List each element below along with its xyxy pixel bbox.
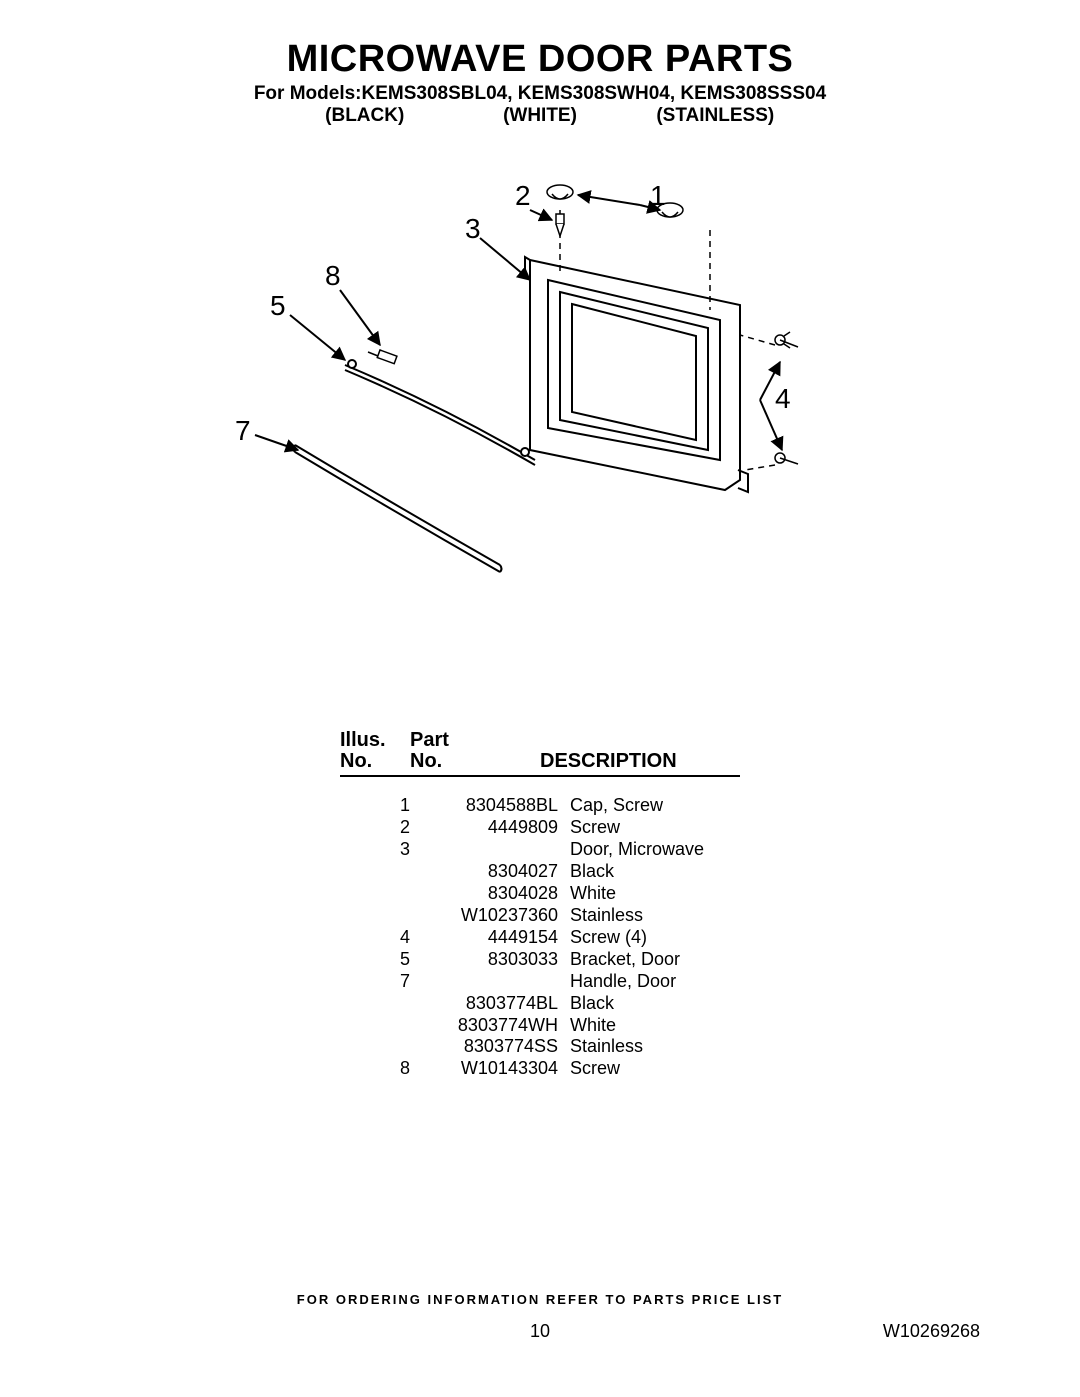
cell-part: 4449154 [428, 927, 570, 949]
cell-desc: White [570, 883, 740, 905]
th-illus-bot: No. [340, 750, 372, 772]
cell-part: 8304028 [428, 883, 570, 905]
table-row: 8303774BLBlack [340, 993, 740, 1015]
callout-7: 7 [235, 415, 251, 446]
table-row: 8303774WHWhite [340, 1015, 740, 1037]
cell-part: 8303774BL [428, 993, 570, 1015]
cell-part: W10237360 [428, 905, 570, 927]
header-block: MICROWAVE DOOR PARTS For Models:KEMS308S… [0, 0, 1080, 127]
cell-part: 8303774WH [428, 1015, 570, 1037]
table-row: 8304028White [340, 883, 740, 905]
cell-illus: 4 [340, 927, 428, 949]
cell-part [428, 971, 570, 993]
page: MICROWAVE DOOR PARTS For Models:KEMS308S… [0, 0, 1080, 1397]
parts-table-body: 18304588BLCap, Screw24449809Screw3Door, … [340, 795, 740, 1080]
table-row: W10237360Stainless [340, 905, 740, 927]
footer-note: FOR ORDERING INFORMATION REFER TO PARTS … [0, 1292, 1080, 1307]
table-row: 8W10143304Screw [340, 1058, 740, 1080]
exploded-diagram: 1 2 3 4 5 7 8 [180, 150, 900, 600]
table-row: 8304027Black [340, 861, 740, 883]
cell-desc: Bracket, Door [570, 949, 740, 971]
cell-illus [340, 883, 428, 905]
th-illus-top: Illus. [340, 729, 386, 751]
cell-part [428, 839, 570, 861]
th-part-bot: No. [410, 750, 442, 772]
callout-3: 3 [465, 213, 481, 244]
cell-desc: Black [570, 861, 740, 883]
color-black: (BLACK) [280, 105, 450, 127]
table-row: 24449809Screw [340, 817, 740, 839]
table-row: 8303774SSStainless [340, 1036, 740, 1058]
cell-desc: Black [570, 993, 740, 1015]
cell-illus: 7 [340, 971, 428, 993]
cell-desc: Handle, Door [570, 971, 740, 993]
cell-desc: Stainless [570, 1036, 740, 1058]
callout-4: 4 [775, 383, 791, 414]
cell-part: 8303774SS [428, 1036, 570, 1058]
cell-part: W10143304 [428, 1058, 570, 1080]
cell-part: 8304588BL [428, 795, 570, 817]
cell-illus [340, 1015, 428, 1037]
table-row: 18304588BLCap, Screw [340, 795, 740, 817]
cell-illus [340, 905, 428, 927]
cell-part: 8304027 [428, 861, 570, 883]
colors-line: (BLACK) (WHITE) (STAINLESS) [0, 105, 1080, 127]
callout-5: 5 [270, 290, 286, 321]
cell-illus [340, 993, 428, 1015]
cell-illus: 1 [340, 795, 428, 817]
parts-table-header: Illus. No. Part No. DESCRIPTION [340, 730, 740, 777]
cell-illus: 5 [340, 949, 428, 971]
page-title: MICROWAVE DOOR PARTS [0, 38, 1080, 81]
color-white: (WHITE) [455, 105, 625, 127]
cell-desc: Cap, Screw [570, 795, 740, 817]
cell-part: 8303033 [428, 949, 570, 971]
cell-desc: Door, Microwave [570, 839, 740, 861]
callout-2: 2 [515, 180, 531, 211]
cell-desc: Screw [570, 1058, 740, 1080]
models-line: For Models:KEMS308SBL04, KEMS308SWH04, K… [0, 83, 1080, 105]
cell-illus [340, 1036, 428, 1058]
document-id: W10269268 [883, 1321, 980, 1342]
cell-illus: 8 [340, 1058, 428, 1080]
table-row: 44449154Screw (4) [340, 927, 740, 949]
callout-1: 1 [650, 180, 666, 211]
cell-illus: 2 [340, 817, 428, 839]
table-row: 3 Door, Microwave [340, 839, 740, 861]
parts-table: Illus. No. Part No. DESCRIPTION 18304588… [340, 730, 740, 1080]
cell-desc: Stainless [570, 905, 740, 927]
table-row: 58303033Bracket, Door [340, 949, 740, 971]
models-prefix: For Models: [254, 83, 362, 104]
models-list: KEMS308SBL04, KEMS308SWH04, KEMS308SSS04 [362, 83, 827, 104]
cell-illus [340, 861, 428, 883]
th-desc: DESCRIPTION [540, 750, 677, 772]
table-row: 7 Handle, Door [340, 971, 740, 993]
callout-8: 8 [325, 260, 341, 291]
cell-illus: 3 [340, 839, 428, 861]
cell-part: 4449809 [428, 817, 570, 839]
cell-desc: White [570, 1015, 740, 1037]
cell-desc: Screw [570, 817, 740, 839]
cell-desc: Screw (4) [570, 927, 740, 949]
color-stainless: (STAINLESS) [630, 105, 800, 127]
th-part-top: Part [410, 729, 449, 751]
